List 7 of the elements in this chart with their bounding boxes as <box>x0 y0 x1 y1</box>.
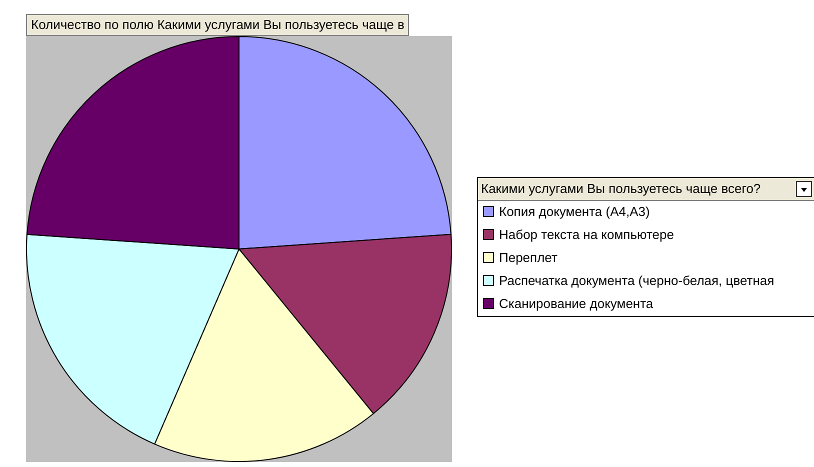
legend-label: Набор текста на компьютере <box>498 226 675 244</box>
legend-label: Переплет <box>498 249 558 267</box>
legend-title: Какими услугами Вы пользуетесь чаще всего? <box>478 178 814 201</box>
legend-label: Распечатка документа (черно-белая, цветная <box>498 272 776 290</box>
legend-label: Копия документа (А4,А3) <box>498 203 651 221</box>
chart-title: Количество по полю Какими услугами Вы пользуетесь чаще в <box>26 14 410 36</box>
legend-label: Сканирование документа <box>498 295 654 313</box>
